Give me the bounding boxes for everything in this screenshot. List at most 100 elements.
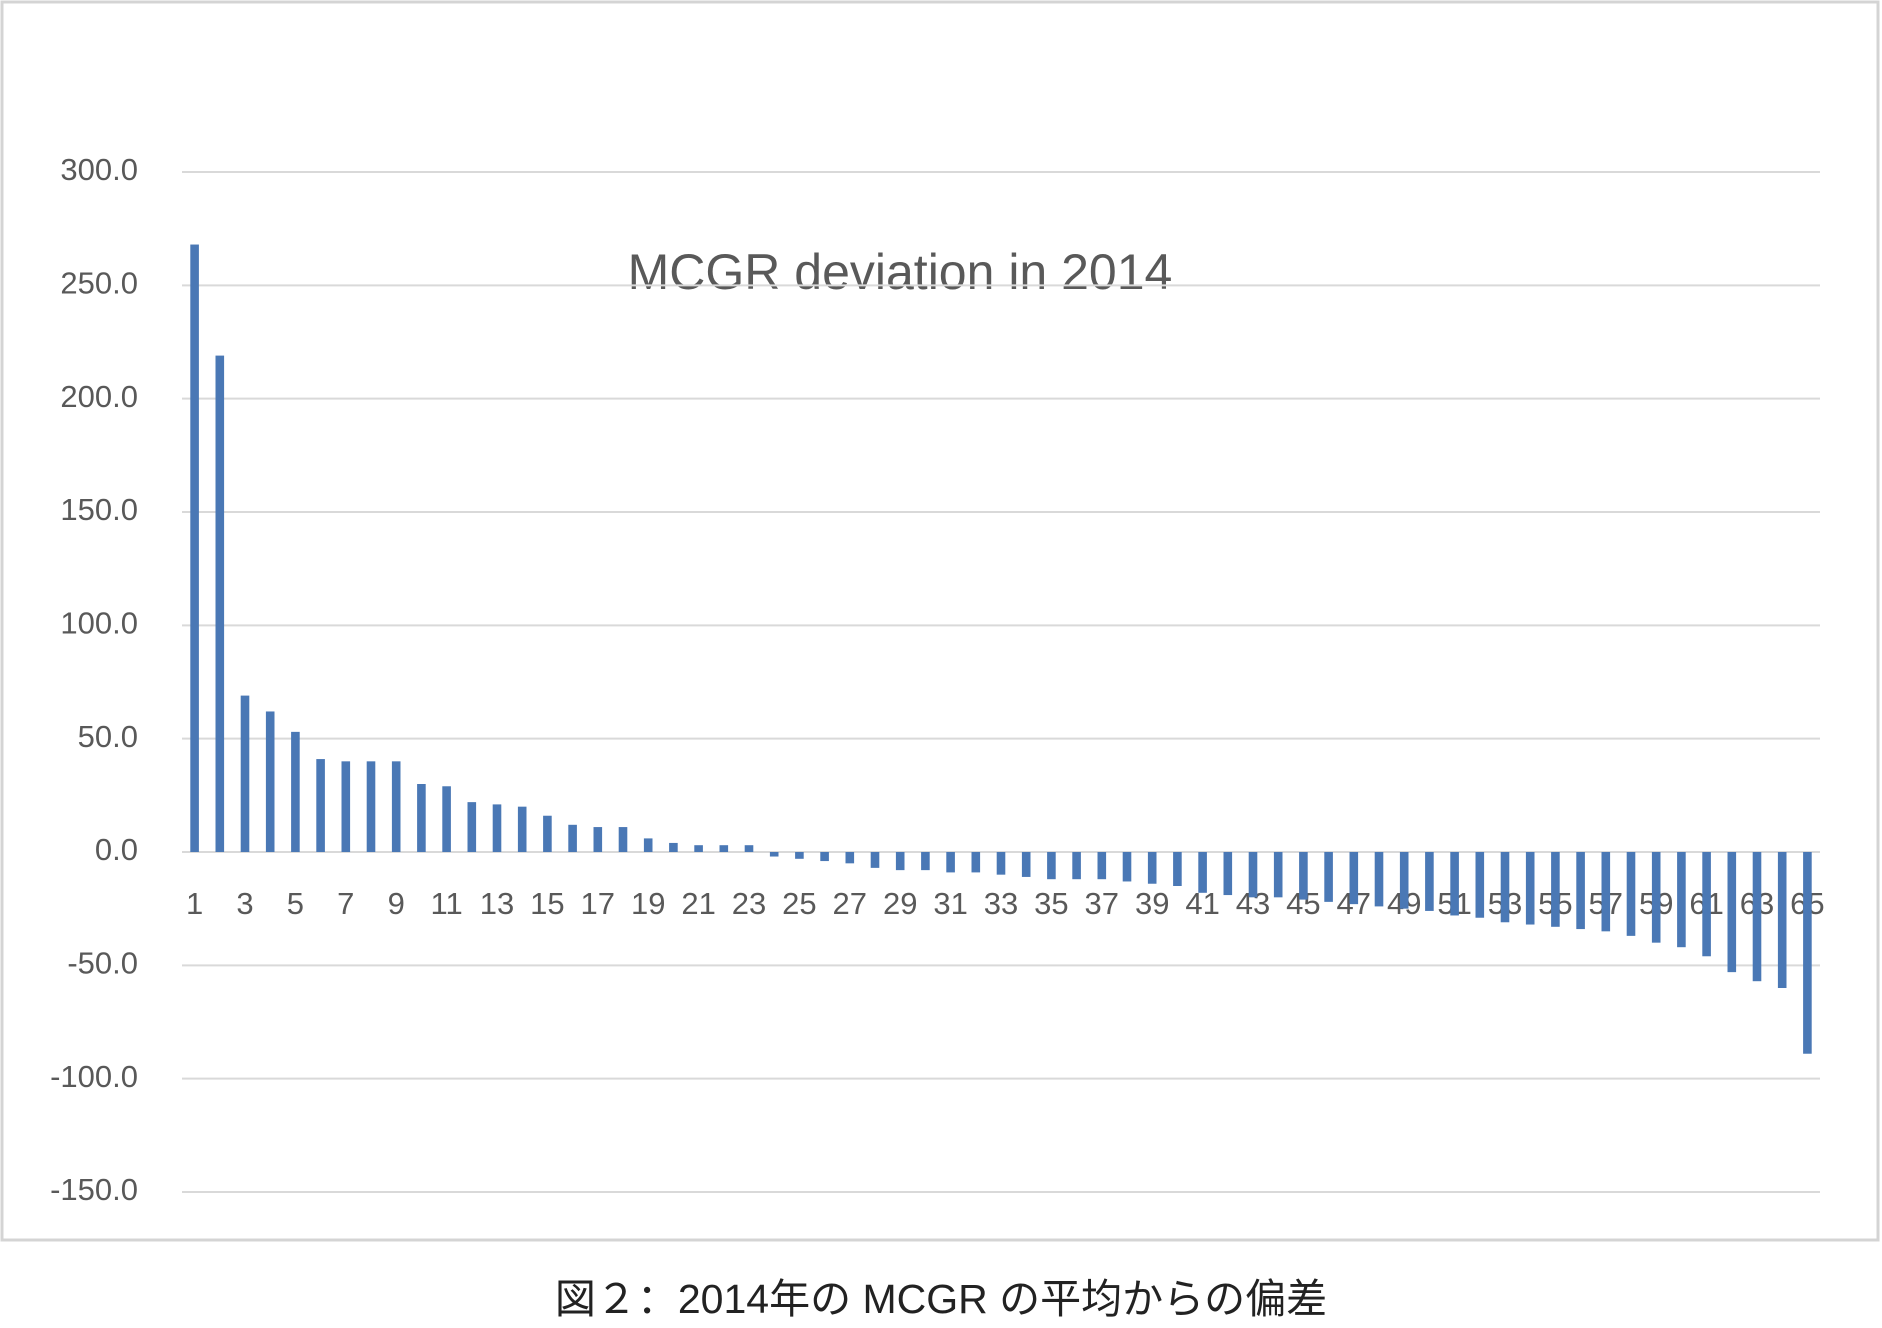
bar: [442, 786, 451, 852]
bar: [1173, 852, 1182, 886]
bar: [1425, 852, 1434, 911]
bar: [1248, 852, 1258, 898]
bar: [1752, 852, 1762, 982]
x-tick-label: 29: [883, 886, 917, 921]
bar: [1047, 852, 1056, 880]
bar: [1072, 852, 1081, 880]
bar: [1651, 852, 1661, 943]
caption: 図２：2014年の MCGR の平均からの偏差: [555, 1276, 1327, 1322]
bar: [694, 845, 703, 852]
bar: [1021, 852, 1031, 877]
y-tick-label: 250.0: [60, 266, 138, 301]
bar: [341, 761, 351, 852]
bar: [391, 761, 401, 852]
y-tick-label: -150.0: [50, 1172, 138, 1207]
bar: [1198, 852, 1207, 893]
y-tick-label: -50.0: [67, 946, 138, 981]
bar: [1551, 852, 1560, 927]
bar: [1374, 852, 1384, 907]
bar: [1702, 852, 1711, 957]
bar: [1223, 852, 1233, 896]
bar: [417, 784, 426, 852]
x-tick-label: 25: [782, 886, 816, 921]
x-tick-label: 37: [1085, 886, 1119, 921]
bar: [1626, 852, 1636, 936]
x-tick-label: 9: [388, 886, 405, 921]
bar: [820, 852, 829, 862]
bar: [845, 852, 855, 864]
y-tick-label: -100.0: [50, 1059, 138, 1094]
bar: [643, 838, 653, 852]
x-tick-label: 31: [933, 886, 967, 921]
x-tick-label: 23: [732, 886, 766, 921]
chart-title: MCGR deviation in 2014: [628, 244, 1173, 300]
bar: [1677, 852, 1686, 948]
bar: [996, 852, 1006, 875]
bar: [795, 852, 804, 859]
bar: [1097, 852, 1107, 880]
bar: [291, 731, 300, 852]
y-tick-label: 100.0: [60, 606, 138, 641]
bar: [744, 845, 754, 852]
bar: [618, 827, 628, 852]
x-tick-label: 39: [1135, 886, 1169, 921]
bar: [543, 815, 552, 852]
bar: [1475, 852, 1485, 918]
bar: [971, 852, 981, 873]
x-tick-label: 19: [631, 886, 665, 921]
bar: [1122, 852, 1132, 882]
x-tick-label: 13: [480, 886, 514, 921]
x-tick-label: 17: [581, 886, 615, 921]
x-tick-label: 15: [530, 886, 564, 921]
y-tick-label: 300.0: [60, 152, 138, 187]
bar: [492, 804, 502, 852]
bar: [1324, 852, 1333, 902]
bar: [568, 824, 577, 852]
bar: [240, 695, 250, 852]
y-tick-label: 50.0: [78, 719, 138, 754]
bar: [946, 852, 955, 873]
bar: [593, 827, 603, 852]
bar: [215, 355, 225, 852]
x-tick-label: 1: [186, 886, 203, 921]
bar: [870, 852, 880, 868]
bar: [719, 845, 729, 852]
x-tick-label: 33: [984, 886, 1018, 921]
bar: [1273, 852, 1283, 898]
bar: [316, 759, 325, 852]
bar: [1803, 852, 1812, 1054]
bar: [669, 842, 678, 852]
bar: [769, 852, 779, 857]
x-tick-label: 21: [681, 886, 715, 921]
bar: [467, 802, 477, 852]
x-tick-label: 3: [236, 886, 253, 921]
bar: [366, 761, 376, 852]
bar: [190, 244, 199, 853]
x-tick-label: 5: [287, 886, 304, 921]
bar: [1299, 852, 1308, 900]
bar: [1399, 852, 1409, 909]
bar: [1777, 852, 1787, 988]
bar: [517, 806, 527, 852]
bar: [1525, 852, 1535, 925]
bar: [1147, 852, 1157, 884]
y-tick-label: 150.0: [60, 492, 138, 527]
bar: [1727, 852, 1737, 973]
chart-frame: [0, 0, 1880, 1242]
y-tick-label: 0.0: [95, 832, 138, 867]
bar: [921, 852, 930, 871]
bar: [1450, 852, 1459, 916]
x-tick-label: 11: [431, 886, 463, 921]
bar: [895, 852, 905, 871]
y-tick-label: 200.0: [60, 379, 138, 414]
x-tick-label: 7: [337, 886, 354, 921]
x-tick-label: 35: [1034, 886, 1068, 921]
bar: [1349, 852, 1359, 905]
x-tick-label: 27: [833, 886, 867, 921]
bar: [1500, 852, 1510, 923]
bar: [1601, 852, 1611, 932]
bar: [265, 711, 275, 852]
bar: [1576, 852, 1585, 930]
